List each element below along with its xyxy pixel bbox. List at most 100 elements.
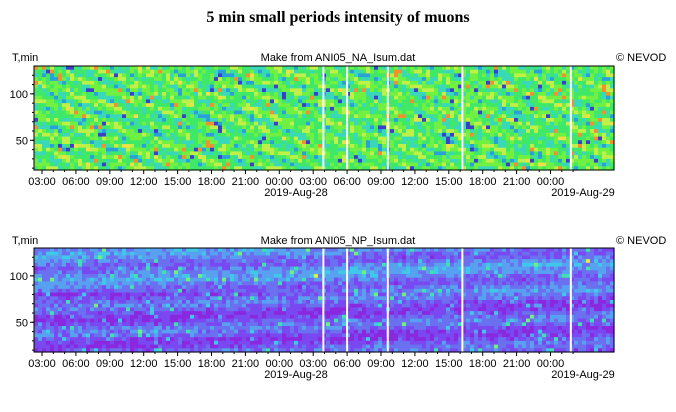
heatmap-cell bbox=[146, 125, 151, 129]
heatmap-cell bbox=[358, 159, 363, 163]
heatmap-cell bbox=[366, 129, 371, 133]
heatmap-cell bbox=[126, 252, 131, 256]
heatmap-cell bbox=[230, 125, 235, 129]
heatmap-cell bbox=[334, 96, 339, 100]
heatmap-cell bbox=[506, 73, 511, 77]
heatmap-cell bbox=[514, 99, 519, 103]
heatmap-cell bbox=[494, 118, 499, 122]
heatmap-cell bbox=[598, 88, 603, 92]
heatmap-cell bbox=[606, 148, 611, 152]
heatmap-cell bbox=[190, 151, 195, 155]
heatmap-cell bbox=[58, 107, 63, 111]
heatmap-cell bbox=[126, 263, 131, 267]
heatmap-cell bbox=[138, 270, 143, 274]
heatmap-cell bbox=[102, 159, 107, 163]
heatmap-cell bbox=[450, 111, 455, 115]
heatmap-cell bbox=[138, 259, 143, 263]
heatmap-cell bbox=[414, 103, 419, 107]
heatmap-cell bbox=[106, 129, 111, 133]
heatmap-cell bbox=[150, 289, 155, 293]
heatmap-cell bbox=[298, 103, 303, 107]
heatmap-cell bbox=[266, 133, 271, 137]
heatmap-cell bbox=[250, 96, 255, 100]
heatmap-cell bbox=[102, 151, 107, 155]
heatmap-cell bbox=[430, 96, 435, 100]
heatmap-cell bbox=[158, 125, 163, 129]
heatmap-cell bbox=[598, 114, 603, 118]
heatmap-cell bbox=[90, 129, 95, 133]
heatmap-cell bbox=[90, 322, 95, 326]
heatmap-cell bbox=[94, 73, 99, 77]
heatmap-cell bbox=[82, 96, 87, 100]
heatmap-cell bbox=[558, 114, 563, 118]
heatmap-cell bbox=[74, 129, 79, 133]
heatmap-cell bbox=[270, 155, 275, 159]
heatmap-cell bbox=[74, 319, 79, 323]
heatmap-cell bbox=[538, 114, 543, 118]
heatmap-cell bbox=[54, 278, 59, 282]
heatmap-cell bbox=[542, 73, 547, 77]
heatmap-cell bbox=[86, 122, 91, 126]
heatmap-cell bbox=[50, 159, 55, 163]
heatmap-cell bbox=[510, 103, 515, 107]
heatmap-cell bbox=[582, 99, 587, 103]
heatmap-cell bbox=[590, 140, 595, 144]
heatmap-cell bbox=[558, 88, 563, 92]
heatmap-cell bbox=[538, 92, 543, 96]
heatmap-cell bbox=[218, 151, 223, 155]
heatmap-cell bbox=[106, 155, 111, 159]
heatmap-cell bbox=[538, 77, 543, 81]
heatmap-cell bbox=[562, 73, 567, 77]
heatmap-cell bbox=[46, 96, 51, 100]
heatmap-cell bbox=[342, 129, 347, 133]
heatmap-cell bbox=[82, 88, 87, 92]
heatmap-cell bbox=[222, 81, 227, 85]
heatmap-cell bbox=[38, 111, 43, 115]
heatmap-cell bbox=[206, 114, 211, 118]
heatmap-cell bbox=[550, 159, 555, 163]
heatmap-cell bbox=[38, 330, 43, 334]
heatmap-cell bbox=[66, 107, 71, 111]
heatmap-cell bbox=[190, 122, 195, 126]
heatmap-cell bbox=[490, 137, 495, 141]
heatmap-cell bbox=[42, 300, 47, 304]
heatmap-cell bbox=[514, 114, 519, 118]
x-tick-label: 15:00 bbox=[164, 176, 192, 188]
heatmap-cell bbox=[454, 88, 459, 92]
heatmap-cell bbox=[418, 85, 423, 89]
heatmap-cell bbox=[414, 144, 419, 148]
heatmap-cell bbox=[58, 289, 63, 293]
heatmap-cell bbox=[70, 70, 75, 74]
heatmap-cell bbox=[106, 103, 111, 107]
heatmap-cell bbox=[446, 92, 451, 96]
heatmap-cell bbox=[86, 248, 91, 252]
heatmap-cell bbox=[134, 285, 139, 289]
heatmap-cell bbox=[550, 77, 555, 81]
heatmap-cell bbox=[466, 107, 471, 111]
heatmap-cell bbox=[578, 70, 583, 74]
heatmap-cell bbox=[254, 148, 259, 152]
heatmap-cell bbox=[270, 118, 275, 122]
heatmap-cell bbox=[54, 140, 59, 144]
heatmap-cell bbox=[66, 307, 71, 311]
heatmap-cell bbox=[446, 114, 451, 118]
heatmap-cell bbox=[366, 148, 371, 152]
heatmap-cell bbox=[34, 304, 39, 308]
heatmap-cell bbox=[54, 114, 59, 118]
heatmap-cell bbox=[578, 103, 583, 107]
heatmap-cell bbox=[402, 96, 407, 100]
heatmap-cell bbox=[278, 163, 283, 167]
heatmap-cell bbox=[74, 88, 79, 92]
heatmap-cell bbox=[150, 341, 155, 345]
heatmap-cell bbox=[114, 137, 119, 141]
heatmap-cell bbox=[166, 155, 171, 159]
heatmap-cell bbox=[122, 88, 127, 92]
heatmap-cell bbox=[286, 122, 291, 126]
heatmap-cell bbox=[170, 122, 175, 126]
heatmap-cell bbox=[466, 155, 471, 159]
heatmap-cell bbox=[150, 163, 155, 167]
heatmap-cell bbox=[86, 125, 91, 129]
heatmap-cell bbox=[186, 118, 191, 122]
heatmap-cell bbox=[418, 140, 423, 144]
heatmap-cell bbox=[286, 107, 291, 111]
